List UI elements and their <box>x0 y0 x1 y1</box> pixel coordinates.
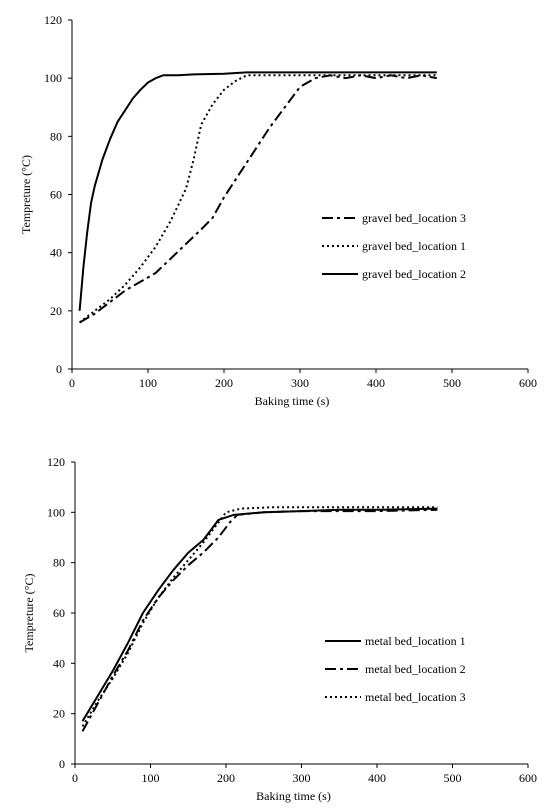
x-tick-label: 500 <box>443 376 461 390</box>
legend-label: metal bed_location 2 <box>365 662 466 676</box>
y-tick-label: 120 <box>47 455 65 469</box>
x-tick-label: 100 <box>139 376 157 390</box>
x-tick-label: 300 <box>293 771 311 785</box>
y-tick-label: 120 <box>44 13 62 27</box>
x-tick-label: 0 <box>72 771 78 785</box>
x-tick-label: 500 <box>444 771 462 785</box>
y-tick-label: 40 <box>50 246 62 260</box>
x-tick-label: 200 <box>215 376 233 390</box>
y-axis-label: Tempreture (°C) <box>22 574 36 653</box>
y-tick-label: 60 <box>53 606 65 620</box>
chart-gravel-bed: 0 20 40 60 80 100 120 0 100 200 300 400 500 600 Baking… <box>19 13 537 408</box>
legend-label: gravel bed_location 3 <box>362 211 466 225</box>
y-tick-label: 100 <box>44 71 62 85</box>
chart-metal-bed: 0 20 40 60 80 100 120 0 100 200 300 400 500 600 Baking… <box>22 455 537 803</box>
series-line-3 <box>81 506 438 727</box>
series-line-2 <box>78 74 437 324</box>
x-tick-label: 300 <box>291 376 309 390</box>
x-tick-label: 600 <box>519 771 537 785</box>
x-axis-label: Baking time (s) <box>255 394 330 408</box>
legend-label: metal bed_location 1 <box>365 634 466 648</box>
y-tick-label: 0 <box>59 757 65 771</box>
legend-label: gravel bed_location 1 <box>362 239 466 253</box>
series-line-3 <box>78 71 437 311</box>
y-tick-label: 20 <box>53 707 65 721</box>
y-axis-label: Tempreture (°C) <box>19 155 33 234</box>
y-tick-label: 40 <box>53 656 65 670</box>
y-tick-label: 80 <box>50 129 62 143</box>
x-tick-label: 400 <box>368 771 386 785</box>
x-axis-label: Baking time (s) <box>256 789 331 803</box>
y-tick-label: 20 <box>50 304 62 318</box>
x-tick-label: 0 <box>69 376 75 390</box>
series-line-2 <box>81 508 438 732</box>
x-tick-label: 600 <box>519 376 537 390</box>
x-tick-label: 200 <box>217 771 235 785</box>
y-tick-label: 80 <box>53 556 65 570</box>
y-tick-label: 0 <box>56 362 62 376</box>
y-tick-label: 60 <box>50 188 62 202</box>
series-line-1 <box>79 74 437 324</box>
y-tick-label: 100 <box>47 505 65 519</box>
x-tick-label: 100 <box>142 771 160 785</box>
legend-label: gravel bed_location 2 <box>362 267 466 281</box>
x-tick-label: 400 <box>367 376 385 390</box>
legend-label: metal bed_location 3 <box>365 690 466 704</box>
